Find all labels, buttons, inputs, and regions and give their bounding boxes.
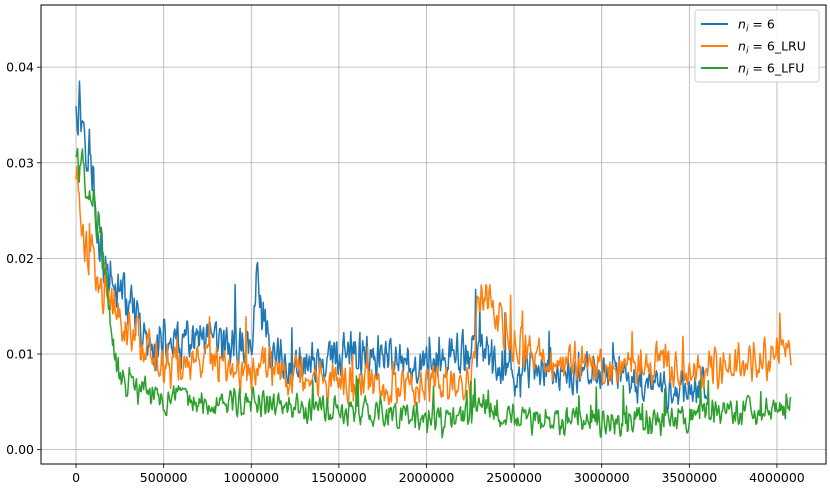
y-tick-label: 0.03: [6, 155, 34, 170]
axis-ticks: 0 500000 1000000 1500000 2000000 2500000 30000…: [6, 60, 805, 485]
x-tick-label: 1500000: [311, 470, 367, 485]
x-tick-label: 3500000: [661, 470, 717, 485]
series-line: [75, 147, 792, 439]
y-tick-label: 0.04: [6, 60, 34, 75]
x-tick-label: 2000000: [399, 470, 455, 485]
x-tick-label: 4000000: [749, 470, 805, 485]
x-tick-label: 0: [72, 470, 80, 485]
x-tick-label: 3000000: [574, 470, 630, 485]
plot-frame: [40, 4, 827, 465]
legend-label: ni = 6_LFU: [738, 61, 804, 79]
x-tick-label: 2500000: [486, 470, 542, 485]
legend-label: ni = 6_LRU: [738, 39, 806, 57]
series-line: [75, 166, 792, 407]
legend-box: [694, 9, 820, 83]
x-tick-label: 500000: [140, 470, 188, 485]
series-line: [75, 80, 708, 414]
x-tick-label: 1000000: [223, 470, 279, 485]
series-layer: [75, 80, 792, 439]
y-tick-label: 0.02: [6, 251, 34, 266]
y-tick-label: 0.00: [6, 442, 34, 457]
y-tick-label: 0.01: [6, 347, 34, 362]
legend-label: ni = 6: [738, 17, 775, 35]
